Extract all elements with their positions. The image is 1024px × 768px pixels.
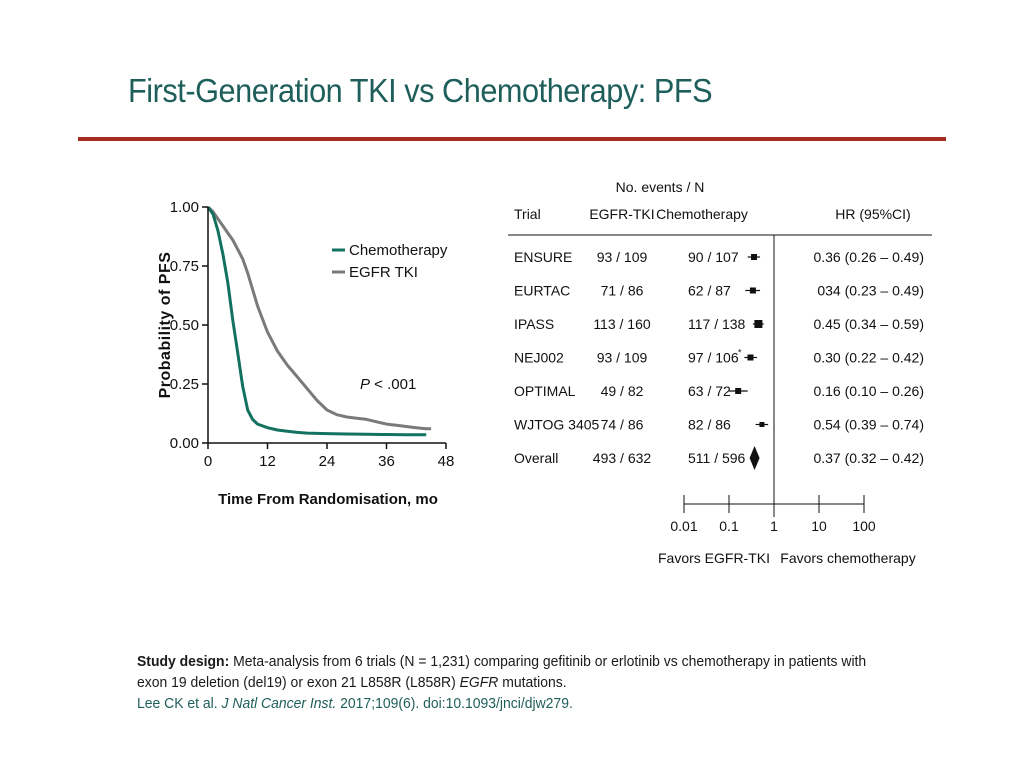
km-x-tick-label: 36 xyxy=(378,453,395,470)
fp-row: Overall 493 / 632 511 / 596 0.37 (0.32 – 0.… xyxy=(514,446,924,470)
fp-chemo-events: 511 / 596 xyxy=(688,450,746,466)
fp-chemo-events: 90 / 107 xyxy=(688,249,739,265)
fp-row: WJTOG 3405 74 / 86 82 / 86 0.54 (0.39 – 0.7… xyxy=(514,417,924,433)
fp-hr-text: 0.36 (0.26 – 0.49) xyxy=(813,249,924,265)
fp-hr-marker xyxy=(747,354,754,361)
fp-row: ENSURE 93 / 109 90 / 107 0.36 (0.26 – 0.49) xyxy=(514,249,924,265)
fp-tki-events: 49 / 82 xyxy=(601,383,644,399)
fp-hr-marker xyxy=(751,254,758,260)
fp-chemo-events: 62 / 87 xyxy=(688,283,731,299)
citation-rest: 2017;109(6). doi:10.1093/jnci/djw279. xyxy=(336,695,573,712)
fp-row: EURTAC 71 / 86 62 / 87 034 (0.23 – 0.49) xyxy=(514,283,924,299)
fp-trial-name: IPASS xyxy=(514,316,554,332)
fp-rows: ENSURE 93 / 109 90 / 107 0.36 (0.26 – 0.49)… xyxy=(514,249,924,470)
fp-header-events: No. events / N xyxy=(616,179,705,195)
km-y-label: Probability of PFS xyxy=(157,252,174,399)
study-design-text-2: mutations. xyxy=(498,674,567,691)
forest-plot: No. events / N Trial EGFR-TKI Chemothera… xyxy=(508,179,932,566)
km-y-tick-label: 1.00 xyxy=(170,199,199,216)
fp-hr-marker xyxy=(749,287,756,294)
fp-trial-name: NEJ002 xyxy=(514,350,564,366)
fp-favors-right: Favors chemotherapy xyxy=(780,550,915,566)
fp-trial-name: Overall xyxy=(514,450,558,466)
km-chart: 1.00 0.75 0.50 0.25 0.00 0 12 24 36 48 Probabili… xyxy=(157,199,455,508)
fp-x-tick-label: 100 xyxy=(852,518,876,534)
km-x-tick-label: 48 xyxy=(438,453,455,470)
citation-journal: J Natl Cancer Inst. xyxy=(221,695,337,712)
fp-header-chemotherapy: Chemotherapy xyxy=(656,206,748,222)
fp-row: NEJ002 93 / 109 97 / 106 * 0.30 (0.22 – 0.42… xyxy=(514,348,924,366)
fp-row: OPTIMAL 49 / 82 63 / 72 0.16 (0.10 – 0.26) xyxy=(514,383,924,399)
fp-header-trial: Trial xyxy=(514,206,541,222)
fp-trial-name: ENSURE xyxy=(514,249,572,265)
fp-hr-marker xyxy=(759,422,765,427)
km-x-ticks: 0 12 24 36 48 xyxy=(204,443,455,470)
km-legend: Chemotherapy EGFR TKI xyxy=(332,242,448,281)
fp-trial-name: OPTIMAL xyxy=(514,383,576,399)
km-y-ticks: 1.00 0.75 0.50 0.25 0.00 xyxy=(170,199,208,452)
fp-hr-text: 034 (0.23 – 0.49) xyxy=(817,283,924,299)
km-series-line-chemotherapy xyxy=(206,206,427,437)
title-divider xyxy=(78,137,946,141)
slide-title: First-Generation TKI vs Chemotherapy: PF… xyxy=(128,72,713,109)
km-y-tick-label: 0.75 xyxy=(170,258,199,275)
km-y-tick-label: 0.00 xyxy=(170,435,199,452)
study-design-gene: EGFR xyxy=(459,674,499,691)
fp-hr-text: 0.37 (0.32 – 0.42) xyxy=(813,450,924,466)
fp-trial-name: WJTOG 3405 xyxy=(514,417,600,433)
fp-x-tick-label: 0.1 xyxy=(719,518,739,534)
fp-tki-events: 113 / 160 xyxy=(593,316,651,332)
fp-chemo-events: 82 / 86 xyxy=(688,417,731,433)
fp-hr-text: 0.16 (0.10 – 0.26) xyxy=(813,383,924,399)
fp-hr-text: 0.30 (0.22 – 0.42) xyxy=(813,350,924,366)
fp-chemo-events: 97 / 106 xyxy=(688,350,739,366)
fp-row: IPASS 113 / 160 117 / 138 0.45 (0.34 – 0.59… xyxy=(514,316,924,332)
fp-overall-diamond xyxy=(749,446,760,470)
citation: Lee CK et al. J Natl Cancer Inst. 2017;1… xyxy=(137,693,881,714)
km-legend-label: EGFR TKI xyxy=(349,264,418,281)
fp-chemo-events: 63 / 72 xyxy=(688,383,731,399)
km-y-tick-label: 0.50 xyxy=(170,317,199,334)
fp-hr-text: 0.45 (0.34 – 0.59) xyxy=(813,316,924,332)
km-x-tick-label: 12 xyxy=(259,453,276,470)
fp-x-tick-label: 0.01 xyxy=(670,518,697,534)
fp-tki-events: 71 / 86 xyxy=(601,283,644,299)
km-legend-label: Chemotherapy xyxy=(349,242,448,259)
citation-authors: Lee CK et al. xyxy=(137,695,222,712)
footnote: Study design: Meta-analysis from 6 trial… xyxy=(137,651,881,714)
fp-hr-marker xyxy=(735,388,742,394)
fp-tki-events: 93 / 109 xyxy=(597,249,648,265)
km-series-line-egfr-tki xyxy=(206,205,432,431)
study-design: Study design: Meta-analysis from 6 trial… xyxy=(137,651,881,693)
fp-x-tick-label: 1 xyxy=(770,518,778,534)
fp-hr-text: 0.54 (0.39 – 0.74) xyxy=(813,417,924,433)
fp-chemo-events: 117 / 138 xyxy=(688,316,746,332)
study-design-text-1: Meta-analysis from 6 trials (N = 1,231) … xyxy=(137,653,867,691)
fp-hr-marker xyxy=(754,320,763,328)
fp-tki-events: 493 / 632 xyxy=(593,450,652,466)
fp-tki-events: 74 / 86 xyxy=(601,417,644,433)
km-lines xyxy=(206,205,432,437)
fp-header-egfr-tki: EGFR-TKI xyxy=(589,206,654,222)
km-x-label: Time From Randomisation, mo xyxy=(218,491,438,508)
fp-trial-name: EURTAC xyxy=(514,283,570,299)
fp-x-tick-label: 10 xyxy=(811,518,827,534)
km-p-value-prefix: P xyxy=(360,376,370,393)
km-x-tick-label: 24 xyxy=(319,453,336,470)
fp-tki-events: 93 / 109 xyxy=(597,350,648,366)
fp-x-ticks: 0.01 0.1 1 10 100 xyxy=(670,495,876,534)
study-design-label: Study design: xyxy=(137,653,230,670)
km-p-value-rest: < .001 xyxy=(370,376,416,393)
fp-header-hr: HR (95%CI) xyxy=(835,206,910,222)
fp-chemo-footnote-mark: * xyxy=(738,348,742,358)
km-p-value: P < .001 xyxy=(360,376,416,393)
fp-favors-left: Favors EGFR-TKI xyxy=(658,550,770,566)
km-y-tick-label: 0.25 xyxy=(170,376,199,393)
km-x-tick-label: 0 xyxy=(204,453,212,470)
